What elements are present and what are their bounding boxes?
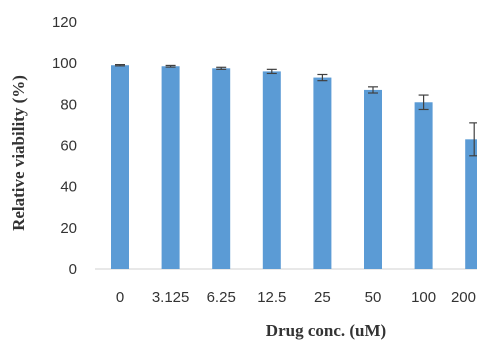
x-tick-label: 0 [116,289,124,306]
x-tick-label: 200 [451,289,476,306]
y-tick-label: 40 [60,179,77,196]
x-tick-label: 50 [365,289,382,306]
x-tick-label: 25 [314,289,331,306]
bars-group [111,65,477,270]
x-axis-tick-labels: 0 3.125 6.25 12.5 25 50 100 200 [116,289,476,306]
error-bar [418,94,429,111]
error-bar [165,64,176,68]
error-bars-group [115,64,477,157]
y-axis-tick-labels: 0 20 40 60 80 100 120 [52,14,77,278]
error-bar [216,66,227,70]
error-bar [266,68,277,75]
bar [161,66,180,269]
error-bar [368,86,378,94]
y-tick-label: 20 [60,220,77,237]
y-tick-label: 120 [52,14,77,31]
bar [313,77,332,269]
error-bar [115,64,125,67]
y-tick-label: 60 [60,138,77,155]
y-axis-title: Relative viability (%) [9,75,28,231]
error-bar [317,73,328,82]
x-tick-label: 100 [411,289,436,306]
bar [262,71,281,270]
bar [414,102,433,270]
bar [111,65,129,269]
bar [465,139,477,269]
y-tick-label: 0 [69,261,77,278]
y-tick-label: 80 [60,96,77,113]
bar [364,89,382,269]
y-tick-label: 100 [52,55,77,72]
bar [212,68,231,269]
error-bar [469,122,477,157]
x-tick-label: 12.5 [257,289,286,306]
x-tick-label: 3.125 [152,289,190,306]
x-axis-title: Drug conc. (uM) [266,321,386,340]
x-tick-label: 6.25 [207,289,236,306]
